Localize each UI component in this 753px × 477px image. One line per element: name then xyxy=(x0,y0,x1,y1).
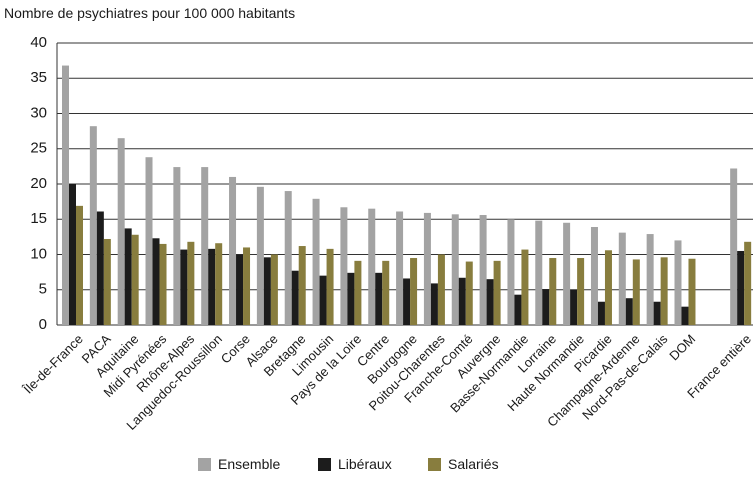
bar xyxy=(368,208,376,325)
bar xyxy=(340,207,348,325)
legend-swatch xyxy=(428,458,441,471)
bar xyxy=(152,238,160,325)
bar xyxy=(326,248,334,325)
bar xyxy=(298,246,306,325)
bar xyxy=(486,279,494,325)
bar xyxy=(180,249,188,325)
bar xyxy=(430,283,438,325)
bar xyxy=(451,214,459,325)
bar xyxy=(625,298,633,325)
bar xyxy=(403,278,411,325)
x-tick-label: DOM xyxy=(666,331,698,363)
legend-label: Salariés xyxy=(448,456,499,472)
bar xyxy=(117,138,125,325)
bar xyxy=(423,212,431,325)
bar xyxy=(89,126,97,325)
bar xyxy=(563,222,571,325)
bar xyxy=(76,205,83,325)
bar xyxy=(618,232,626,325)
bar xyxy=(507,219,515,325)
bar xyxy=(270,254,278,325)
bar xyxy=(632,259,640,325)
bar xyxy=(465,261,473,325)
bar xyxy=(201,167,209,325)
bar xyxy=(604,250,612,325)
bar xyxy=(646,234,654,325)
bar xyxy=(410,258,418,325)
bar xyxy=(437,254,445,325)
bar xyxy=(597,301,605,325)
bar xyxy=(159,243,167,325)
bar xyxy=(69,184,76,325)
legend-label: Libéraux xyxy=(338,456,392,472)
bar xyxy=(215,243,223,325)
bar xyxy=(208,248,216,325)
bar xyxy=(590,227,598,325)
bar xyxy=(744,241,752,325)
bar xyxy=(688,258,696,325)
bar xyxy=(375,272,383,325)
y-tick-label: 40 xyxy=(30,34,47,51)
y-axis-label: Nombre de psychiatres pour 100 000 habit… xyxy=(4,5,295,21)
bar xyxy=(458,277,466,325)
y-tick-label: 25 xyxy=(30,140,47,157)
bar xyxy=(124,228,132,325)
bar xyxy=(236,254,244,325)
y-tick-label: 20 xyxy=(30,175,47,192)
bar xyxy=(256,186,264,325)
bar xyxy=(291,270,299,325)
y-tick-label: 10 xyxy=(30,245,47,262)
bar xyxy=(521,249,529,325)
y-tick-label: 35 xyxy=(30,69,47,86)
bar xyxy=(674,240,682,325)
bar xyxy=(229,176,237,325)
y-tick-label: 0 xyxy=(39,316,47,333)
y-tick-label: 5 xyxy=(39,281,47,298)
bar xyxy=(660,257,668,325)
bar xyxy=(173,167,181,325)
bar xyxy=(62,65,69,325)
bar xyxy=(542,289,550,325)
bar xyxy=(737,250,745,325)
bar xyxy=(396,211,404,325)
bar xyxy=(347,272,355,325)
legend-label: Ensemble xyxy=(218,456,280,472)
bar xyxy=(263,257,271,325)
bar xyxy=(514,294,522,325)
bar xyxy=(653,301,661,325)
bar xyxy=(312,198,320,325)
legend-swatch xyxy=(318,458,331,471)
bar xyxy=(479,215,487,325)
bar xyxy=(187,241,195,325)
bar xyxy=(535,220,543,325)
bar xyxy=(103,238,111,325)
bar xyxy=(382,260,390,325)
bar xyxy=(145,157,153,325)
bar xyxy=(493,260,501,325)
bar xyxy=(681,306,689,325)
legend-swatch xyxy=(198,458,211,471)
x-tick-label: Île-de-France xyxy=(20,331,86,397)
y-tick-label: 30 xyxy=(30,104,47,121)
y-tick-label: 15 xyxy=(30,210,47,227)
bar xyxy=(577,258,585,325)
bar xyxy=(570,289,578,325)
bar xyxy=(730,168,738,325)
bar xyxy=(549,258,557,325)
bar xyxy=(319,275,327,325)
bar xyxy=(96,211,104,325)
bar xyxy=(243,247,251,325)
bar xyxy=(131,234,139,325)
bar xyxy=(284,191,292,325)
bar xyxy=(354,260,362,325)
